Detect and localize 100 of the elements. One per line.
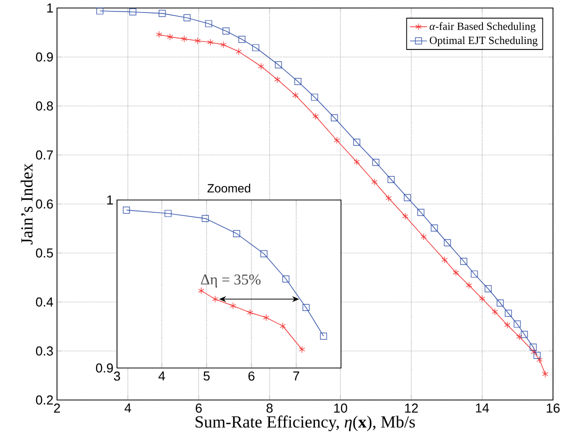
point — [122, 206, 130, 214]
point — [496, 299, 504, 306]
point — [263, 314, 270, 322]
y-tick-label: 0.6 — [36, 199, 53, 209]
point — [530, 348, 537, 356]
point — [282, 275, 290, 282]
point — [417, 208, 424, 216]
x-tick-label: 10 — [334, 404, 348, 413]
point — [530, 344, 537, 351]
point — [158, 10, 166, 17]
point — [371, 178, 378, 186]
point — [504, 322, 510, 329]
point — [274, 76, 280, 84]
point — [311, 94, 318, 101]
point — [205, 20, 212, 28]
y-tick-label: 0.4 — [36, 297, 54, 307]
x-tick-label: 4 — [124, 404, 132, 412]
point — [353, 138, 360, 146]
point — [334, 136, 340, 144]
point — [320, 332, 328, 340]
point — [312, 112, 319, 120]
point — [207, 38, 214, 46]
point — [184, 14, 191, 22]
point — [402, 212, 408, 220]
point — [260, 250, 268, 258]
y-tick-label: 0.8 — [36, 101, 53, 111]
point — [166, 33, 174, 40]
x-tick-label: 14 — [476, 404, 489, 412]
point — [372, 158, 380, 166]
point — [212, 296, 218, 303]
point — [404, 194, 411, 202]
x-tick-label: 2 — [54, 404, 60, 413]
point — [386, 194, 392, 202]
point — [129, 8, 136, 16]
point — [280, 322, 286, 330]
point — [220, 41, 227, 48]
point — [484, 285, 492, 292]
legend-label: Optimal EJT Scheduling — [430, 36, 538, 46]
point — [466, 282, 472, 289]
point — [354, 158, 360, 166]
y-tick-label: 0.5 — [36, 248, 53, 258]
point — [330, 114, 338, 122]
y-tick-label: 0.2 — [36, 395, 53, 405]
point — [258, 62, 264, 70]
point — [479, 295, 486, 302]
point — [194, 37, 201, 44]
y-axis-title: Jain’s Index — [20, 164, 33, 244]
point — [504, 310, 512, 317]
x-tick-label: 4 — [158, 372, 166, 380]
point — [238, 36, 246, 43]
y-tick-label: 0.7 — [36, 150, 53, 160]
point — [388, 176, 395, 183]
annotation: Δη = 35% — [200, 274, 261, 288]
point — [236, 48, 242, 56]
point — [198, 287, 204, 294]
point — [542, 370, 548, 378]
point — [156, 30, 162, 38]
point — [292, 92, 298, 99]
point — [420, 233, 427, 240]
point — [294, 78, 302, 85]
point — [202, 214, 209, 222]
x-tick-label: 7 — [293, 372, 300, 380]
point — [230, 302, 236, 310]
point — [222, 28, 230, 35]
point — [470, 270, 478, 278]
point — [520, 330, 528, 338]
point — [164, 210, 172, 217]
point — [534, 352, 541, 359]
y-tick-label: 0.3 — [36, 346, 53, 356]
y-tick-label: 1 — [107, 196, 113, 204]
point — [233, 230, 240, 238]
point — [96, 7, 104, 14]
x-tick-label: 3 — [114, 372, 120, 381]
point — [536, 356, 543, 364]
x-tick-label: 6 — [248, 372, 254, 381]
y-tick-label: 0.9 — [36, 52, 53, 62]
point — [274, 61, 282, 68]
point — [516, 333, 522, 340]
point — [252, 44, 260, 52]
chart-title: Zoomed — [207, 184, 250, 192]
x-axis-title: Sum-Rate Efficiency, η(x), Mb/s — [196, 416, 415, 432]
point — [302, 304, 310, 312]
point — [430, 224, 438, 232]
point — [298, 346, 306, 354]
x-tick-label: 6 — [196, 404, 202, 413]
point — [442, 256, 448, 264]
x-tick-label: 5 — [204, 372, 210, 381]
y-tick-label: 0.9 — [96, 363, 113, 373]
x-tick-label: 8 — [266, 404, 273, 413]
point — [452, 269, 459, 276]
y-tick-label: 1 — [47, 4, 53, 12]
point — [181, 35, 188, 42]
legend-label: α-fair Based Scheduling — [430, 22, 536, 32]
point — [246, 309, 254, 316]
x-tick-label: 16 — [546, 404, 560, 413]
x-tick-label: 12 — [405, 404, 418, 413]
point — [492, 308, 498, 316]
point — [460, 258, 468, 265]
point — [514, 320, 521, 328]
point — [444, 239, 451, 246]
